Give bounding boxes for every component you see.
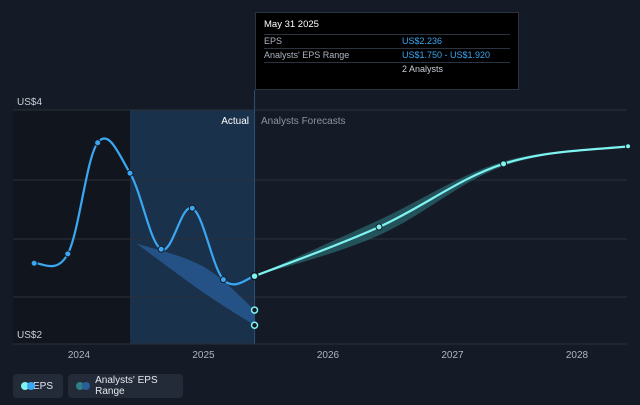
legend-item-eps[interactable]: EPS bbox=[13, 374, 63, 398]
x-tick-label: 2024 bbox=[68, 350, 91, 361]
eps-point bbox=[375, 223, 383, 231]
range-marker bbox=[250, 321, 259, 330]
x-tick-label: 2026 bbox=[317, 350, 340, 361]
eps-point bbox=[188, 204, 196, 212]
tooltip-date: May 31 2025 bbox=[264, 19, 319, 30]
forecasts-label: Analysts Forecasts bbox=[261, 116, 345, 127]
legend-eps-label: EPS bbox=[32, 380, 53, 392]
forecast-range-band bbox=[254, 146, 629, 277]
legend-item-range[interactable]: Analysts' EPS Range bbox=[68, 374, 183, 398]
hover-tooltip: May 31 2025 EPS US$2.236 Analysts' EPS R… bbox=[255, 12, 519, 90]
tooltip-range-label: Analysts' EPS Range bbox=[264, 50, 350, 60]
eps-legend-icon bbox=[21, 382, 35, 390]
eps-point-current bbox=[250, 271, 259, 281]
eps-point bbox=[500, 160, 508, 168]
eps-line-actual bbox=[33, 137, 255, 286]
eps-lines bbox=[33, 137, 629, 286]
x-tick-label: 2025 bbox=[192, 350, 215, 361]
eps-point bbox=[219, 276, 227, 284]
range-marker bbox=[250, 306, 259, 314]
eps-point bbox=[126, 169, 134, 177]
x-tick-label: 2028 bbox=[566, 350, 589, 361]
chart-background-bands bbox=[13, 110, 255, 344]
eps-point bbox=[64, 250, 72, 258]
eps-point bbox=[94, 139, 102, 147]
tooltip-analysts-count: 2 Analysts bbox=[264, 62, 510, 76]
x-tick-label: 2027 bbox=[441, 350, 464, 361]
range-bands bbox=[136, 146, 629, 326]
past-shade bbox=[13, 110, 131, 344]
actual-label: Actual bbox=[221, 116, 249, 127]
y-label-top: US$4 bbox=[17, 97, 42, 108]
tooltip-eps-label: EPS bbox=[264, 36, 283, 46]
tooltip-range-row: Analysts' EPS Range US$1.750 - US$1.920 bbox=[264, 48, 510, 62]
eps-point bbox=[30, 259, 38, 267]
range-legend-icon bbox=[76, 382, 90, 390]
tooltip-eps-value: US$2.236 bbox=[402, 36, 443, 46]
eps-point bbox=[625, 143, 632, 150]
gridlines bbox=[13, 109, 627, 345]
eps-markers bbox=[30, 139, 632, 330]
tooltip-eps-row: EPS US$2.236 bbox=[264, 34, 510, 48]
eps-line-forecast bbox=[254, 145, 629, 278]
x-axis-ticks: 2024 2025 2026 2027 2028 bbox=[68, 350, 589, 361]
tooltip-range-value: US$1.750 - US$1.920 bbox=[402, 50, 491, 60]
eps-point bbox=[157, 245, 165, 253]
past-range-band bbox=[136, 243, 255, 326]
legend-range-label: Analysts' EPS Range bbox=[95, 375, 158, 397]
y-label-bottom: US$2 bbox=[17, 330, 42, 341]
